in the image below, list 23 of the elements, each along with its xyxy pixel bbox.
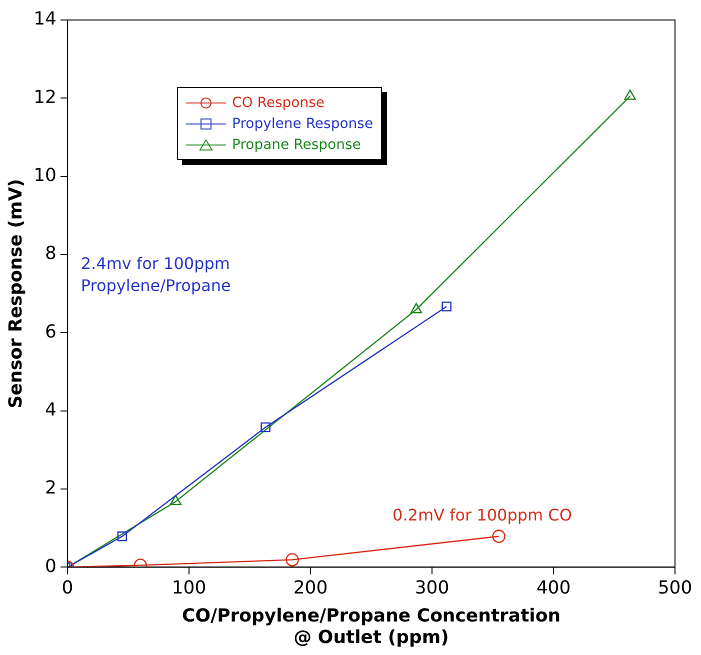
x-tick-label: 300 [414, 578, 450, 599]
x-tick-label: 0 [62, 578, 74, 599]
y-tick-label: 0 [45, 556, 57, 577]
x-tick-label: 400 [536, 578, 571, 599]
y-tick-label: 4 [45, 400, 57, 421]
y-axis-title: Sensor Response (mV) [5, 178, 26, 408]
y-tick-label: 2 [45, 478, 57, 499]
x-tick-label: 500 [658, 578, 692, 599]
x-tick-label: 100 [172, 578, 206, 599]
y-tick-label: 12 [34, 86, 57, 108]
point [410, 302, 422, 314]
y-tick-label: 10 [34, 165, 57, 186]
point [624, 90, 636, 100]
x-axis-title: CO/Propylene/Propane Concentration @ Outlet (ppm) [182, 605, 561, 648]
legend-label: Propane Response [232, 136, 361, 152]
y-tick-label: 14 [34, 8, 57, 30]
x-tick-label: 200 [293, 578, 328, 599]
annotation: 0.2mV for 100ppm CO [392, 506, 572, 525]
y-tick-label: 8 [45, 243, 57, 264]
legend-label: Propylene Response [232, 116, 374, 132]
annotation: 2.4mv for 100ppm Propylene/Propane [80, 254, 231, 295]
legend-label: CO Response [232, 94, 324, 110]
y-tick-label: 6 [45, 321, 57, 342]
